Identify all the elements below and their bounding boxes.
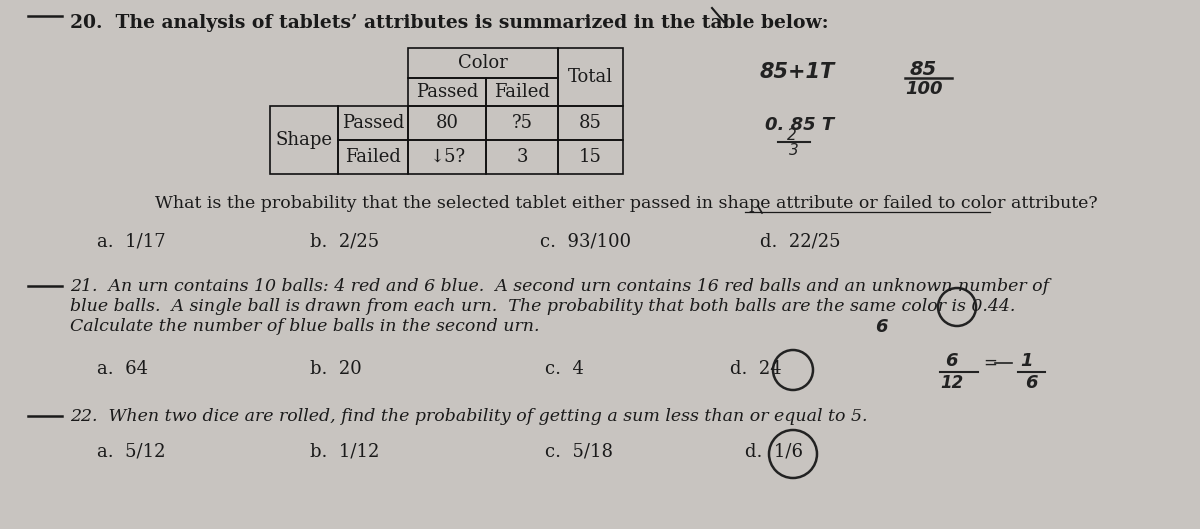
Text: c.  93/100: c. 93/100 [540, 232, 631, 250]
Text: 21.  An urn contains 10 balls: 4 red and 6 blue.  A second urn contains 16 red b: 21. An urn contains 10 balls: 4 red and … [70, 278, 1049, 295]
Text: 2: 2 [787, 128, 797, 143]
Text: b.  2/25: b. 2/25 [310, 232, 379, 250]
Text: 1: 1 [1020, 352, 1032, 370]
Text: a.  1/17: a. 1/17 [97, 232, 166, 250]
Text: Passed: Passed [342, 114, 404, 132]
Text: 6: 6 [875, 318, 888, 336]
Text: d.  1/6: d. 1/6 [745, 443, 803, 461]
Bar [338, 106, 408, 140]
Text: 20.  The analysis of tablets’ attributes is summarized in the table below:: 20. The analysis of tablets’ attributes … [70, 14, 829, 32]
Bar [558, 140, 623, 174]
Text: Failed: Failed [346, 148, 401, 166]
Text: d.  24: d. 24 [730, 360, 781, 378]
Bar [408, 106, 486, 140]
Text: d.  22/25: d. 22/25 [760, 232, 840, 250]
Text: ?5: ?5 [511, 114, 533, 132]
Text: 22.  When two dice are rolled, find the probability of getting a sum less than o: 22. When two dice are rolled, find the p… [70, 408, 868, 425]
Text: 3: 3 [790, 143, 799, 158]
Text: Calculate the number of blue balls in the second urn.: Calculate the number of blue balls in th… [70, 318, 540, 335]
Text: b.  1/12: b. 1/12 [310, 443, 379, 461]
Text: Passed: Passed [416, 83, 478, 101]
Text: c.  5/18: c. 5/18 [545, 443, 613, 461]
Text: 85: 85 [910, 60, 937, 79]
Bar [338, 140, 408, 174]
Text: 100: 100 [905, 80, 942, 98]
Bar [408, 48, 558, 78]
Text: 12: 12 [940, 374, 964, 392]
Text: 80: 80 [436, 114, 458, 132]
Bar [486, 78, 558, 106]
Text: c.  4: c. 4 [545, 360, 584, 378]
Bar [486, 140, 558, 174]
Text: 6: 6 [1025, 374, 1038, 392]
Bar [486, 106, 558, 140]
Text: 85+1T: 85+1T [760, 62, 835, 82]
Text: Color: Color [458, 54, 508, 72]
Text: ↓5?: ↓5? [428, 148, 466, 166]
Text: a.  64: a. 64 [97, 360, 148, 378]
Text: 15: 15 [580, 148, 602, 166]
Bar [558, 106, 623, 140]
Text: What is the probability that the selected tablet either passed in shape attribut: What is the probability that the selecte… [155, 195, 1098, 212]
Text: Shape: Shape [276, 131, 332, 149]
Text: blue balls.  A single ball is drawn from each urn.  The probability that both ba: blue balls. A single ball is drawn from … [70, 298, 1015, 315]
Bar [270, 106, 338, 174]
Bar [408, 78, 486, 106]
Text: 3: 3 [516, 148, 528, 166]
Text: Total: Total [568, 68, 613, 86]
Text: 6: 6 [946, 352, 958, 370]
Text: =: = [983, 354, 997, 372]
Text: Failed: Failed [494, 83, 550, 101]
Text: 0. 85 T: 0. 85 T [766, 116, 834, 134]
Bar [408, 140, 486, 174]
Bar [558, 48, 623, 106]
Text: 85: 85 [580, 114, 602, 132]
Text: a.  5/12: a. 5/12 [97, 443, 166, 461]
Text: b.  20: b. 20 [310, 360, 361, 378]
